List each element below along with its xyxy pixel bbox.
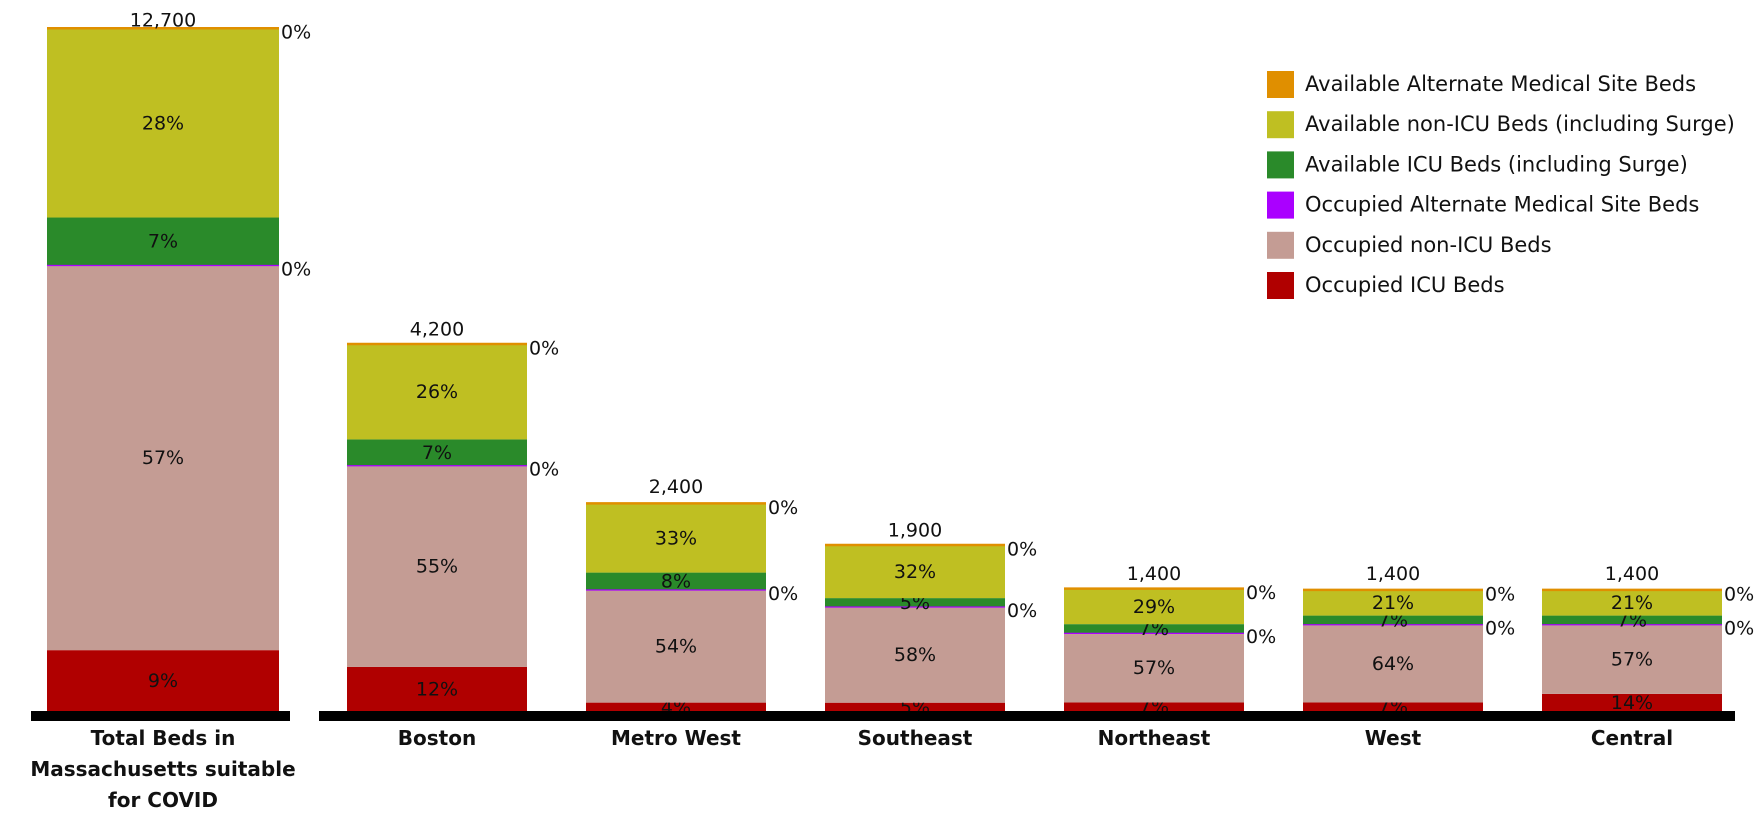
bar-segment xyxy=(1064,588,1244,625)
value-label: 28% xyxy=(142,112,184,134)
category-label: Total Beds in Massachusetts suitable for… xyxy=(30,726,296,812)
bar-segment xyxy=(1303,615,1483,625)
value-label: 57% xyxy=(142,447,184,469)
category-label: Metro West xyxy=(611,726,741,750)
bar-segment xyxy=(825,606,1005,703)
value-label: 58% xyxy=(894,644,936,666)
bar-segment xyxy=(47,28,279,218)
bar-segment xyxy=(47,264,279,651)
legend-label: Available ICU Beds (including Surge) xyxy=(1305,152,1688,176)
value-label: 64% xyxy=(1372,653,1414,675)
bar-segment xyxy=(47,650,279,711)
total-label: 1,900 xyxy=(888,519,942,541)
legend-swatch xyxy=(1267,191,1294,219)
legend-label: Available Alternate Medical Site Beds xyxy=(1305,72,1696,96)
bar-segment xyxy=(1303,589,1483,616)
bar-segment xyxy=(586,702,766,711)
bar-segment xyxy=(825,598,1005,607)
value-label: 54% xyxy=(655,635,697,657)
value-label: 55% xyxy=(416,556,458,578)
legend-label: Available non-ICU Beds (including Surge) xyxy=(1305,112,1735,136)
bar-segment xyxy=(1064,624,1244,633)
value-label: 33% xyxy=(655,527,697,549)
bar-segment xyxy=(825,544,1005,599)
total-label: 1,400 xyxy=(1605,563,1659,585)
total-label: 12,700 xyxy=(130,10,196,32)
value-label: 0% xyxy=(1724,618,1754,640)
value-label: 9% xyxy=(148,670,178,692)
value-label: 0% xyxy=(1007,538,1037,560)
value-label: 0% xyxy=(1007,600,1037,622)
bar-segment xyxy=(1542,615,1722,625)
total-label: 1,400 xyxy=(1127,563,1181,585)
value-label: 57% xyxy=(1133,657,1175,679)
legend-swatch xyxy=(1267,151,1294,179)
legend-swatch xyxy=(1267,272,1294,299)
category-label: West xyxy=(1364,726,1422,750)
bar-segment xyxy=(1303,702,1483,711)
value-label: 0% xyxy=(529,459,559,481)
legend-swatch xyxy=(1267,111,1294,139)
value-label: 57% xyxy=(1611,649,1653,671)
value-label: 12% xyxy=(416,678,458,700)
legend-swatch xyxy=(1267,231,1294,259)
value-label: 0% xyxy=(768,497,798,519)
bar-segment xyxy=(586,503,766,573)
bar-segment xyxy=(825,702,1005,711)
value-label: 0% xyxy=(529,338,559,360)
value-label: 0% xyxy=(1724,583,1754,605)
value-label: 26% xyxy=(416,381,458,403)
value-label: 7% xyxy=(422,442,452,464)
value-label: 0% xyxy=(1485,618,1515,640)
value-label: 0% xyxy=(1246,626,1276,648)
value-label: 0% xyxy=(281,22,311,44)
value-label: 8% xyxy=(661,570,691,592)
bar-segment xyxy=(347,666,527,711)
value-label: 14% xyxy=(1611,692,1653,714)
bar-segment xyxy=(347,465,527,667)
legend-swatch xyxy=(1267,71,1294,98)
legend-label: Occupied ICU Beds xyxy=(1305,273,1505,297)
legend-label: Occupied non-ICU Beds xyxy=(1305,233,1552,257)
total-label: 1,400 xyxy=(1366,563,1420,585)
bar-segment xyxy=(347,344,527,440)
bar-segment xyxy=(1064,702,1244,711)
bar-segment xyxy=(1303,624,1483,703)
value-label: 7% xyxy=(148,231,178,253)
value-label: 32% xyxy=(894,561,936,583)
category-label: Northeast xyxy=(1097,726,1211,750)
value-label: 0% xyxy=(1246,582,1276,604)
value-label: 0% xyxy=(1485,583,1515,605)
value-label: 0% xyxy=(768,583,798,605)
legend-label: Occupied Alternate Medical Site Beds xyxy=(1305,193,1699,217)
value-label: 0% xyxy=(281,258,311,280)
category-label: Boston xyxy=(397,726,477,750)
value-label: 21% xyxy=(1611,592,1653,614)
category-label: Central xyxy=(1590,726,1674,750)
bar-segment xyxy=(586,589,766,703)
bar-segment xyxy=(1064,632,1244,703)
bar-segment xyxy=(47,217,279,265)
value-label: 29% xyxy=(1133,596,1175,618)
value-label: 21% xyxy=(1372,592,1414,614)
bar-segment xyxy=(1542,693,1722,711)
category-label: Southeast xyxy=(857,726,973,750)
total-label: 4,200 xyxy=(410,319,464,341)
bar-segment xyxy=(1542,624,1722,694)
bar-segment xyxy=(347,439,527,466)
bar-segment xyxy=(586,572,766,590)
total-label: 2,400 xyxy=(649,476,703,498)
bar-segment xyxy=(1542,589,1722,616)
